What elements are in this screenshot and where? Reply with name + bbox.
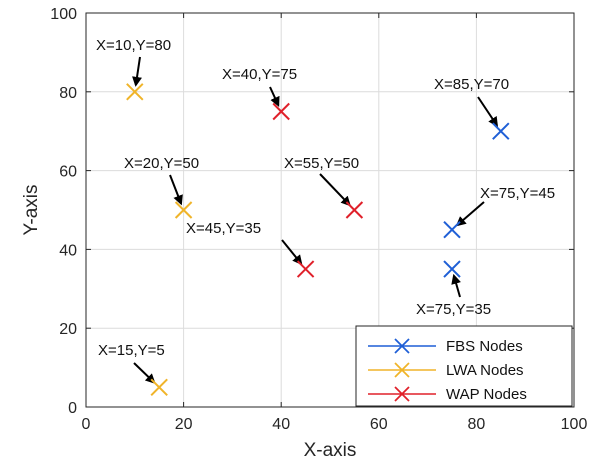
annotation-arrow bbox=[169, 174, 183, 206]
data-point bbox=[272, 102, 290, 121]
annotation-label: X=85,Y=70 bbox=[434, 76, 509, 93]
legend-box bbox=[355, 325, 573, 407]
annotation-arrow bbox=[133, 362, 156, 384]
legend-entry: WAP Nodes bbox=[368, 386, 527, 403]
x-tick-label: 20 bbox=[175, 416, 193, 433]
x-tick-label: 60 bbox=[370, 416, 388, 433]
y-tick-label: 100 bbox=[50, 6, 77, 23]
marker-stroke bbox=[174, 201, 193, 219]
axes bbox=[85, 12, 575, 408]
legend-label: WAP Nodes bbox=[446, 386, 527, 403]
data-point bbox=[174, 201, 193, 219]
y-tick-label: 80 bbox=[59, 85, 77, 102]
annotation-label: X=40,Y=75 bbox=[222, 66, 297, 83]
plot-frame bbox=[85, 12, 575, 408]
marker-stroke bbox=[296, 260, 315, 278]
annotation-arrow bbox=[319, 173, 351, 207]
legend-entry: LWA Nodes bbox=[368, 362, 524, 379]
x-axis-title: X-axis bbox=[304, 440, 357, 461]
marker-stroke bbox=[126, 83, 144, 101]
legend: FBS Nodes LWA Nodes WAP Nodes bbox=[355, 325, 573, 407]
annotation-arrow bbox=[477, 96, 499, 128]
y-tick-label: 40 bbox=[59, 242, 77, 259]
legend-marker bbox=[394, 362, 410, 378]
data-point bbox=[345, 201, 364, 219]
legend-label: FBS Nodes bbox=[446, 338, 523, 355]
marker-stroke bbox=[492, 122, 510, 140]
x-tick-label: 40 bbox=[272, 416, 290, 433]
annotation-label: X=55,Y=50 bbox=[284, 155, 359, 172]
annotation-label: X=15,Y=5 bbox=[98, 342, 165, 359]
legend-marker bbox=[394, 338, 410, 354]
data-point bbox=[126, 83, 144, 101]
data-point bbox=[150, 378, 168, 397]
annotation-label: X=10,Y=80 bbox=[96, 37, 171, 54]
data-point bbox=[443, 260, 461, 278]
data-point bbox=[296, 260, 315, 278]
data-point bbox=[492, 122, 510, 140]
annotation-arrow bbox=[455, 201, 485, 227]
grid bbox=[86, 13, 574, 407]
marker-stroke bbox=[345, 201, 364, 219]
y-tick-label: 20 bbox=[59, 321, 77, 338]
annotation-label: X=75,Y=35 bbox=[416, 301, 491, 318]
x-tick-label: 80 bbox=[468, 416, 486, 433]
annotation-arrow bbox=[451, 273, 461, 298]
annotation-arrow bbox=[132, 56, 142, 87]
x-tick-label: 100 bbox=[561, 416, 588, 433]
data-point bbox=[443, 220, 461, 239]
annotation-arrow bbox=[269, 86, 280, 107]
y-tick-label: 0 bbox=[68, 400, 77, 417]
annotation-label: X=75,Y=45 bbox=[480, 185, 555, 202]
marker-stroke bbox=[443, 260, 461, 278]
marker-stroke bbox=[150, 378, 168, 397]
annotation-arrow bbox=[281, 239, 303, 266]
legend-marker bbox=[394, 386, 410, 402]
y-tick-label: 60 bbox=[59, 164, 77, 181]
data-points bbox=[126, 83, 510, 397]
annotations: X=10,Y=80 X=40,Y=75 X=85,Y=70 X=20,Y=50 X=55… bbox=[96, 37, 555, 384]
tick-labels: 0 20 40 60 80 100 0 20 40 60 80 100 bbox=[50, 6, 587, 433]
y-axis-title: Y-axis bbox=[21, 184, 42, 235]
legend-label: LWA Nodes bbox=[446, 362, 524, 379]
annotation-label: X=45,Y=35 bbox=[186, 220, 261, 237]
marker-stroke bbox=[272, 102, 290, 121]
legend-entry: FBS Nodes bbox=[368, 338, 523, 355]
marker-stroke bbox=[443, 220, 461, 239]
x-tick-label: 0 bbox=[82, 416, 91, 433]
annotation-label: X=20,Y=50 bbox=[124, 155, 199, 172]
